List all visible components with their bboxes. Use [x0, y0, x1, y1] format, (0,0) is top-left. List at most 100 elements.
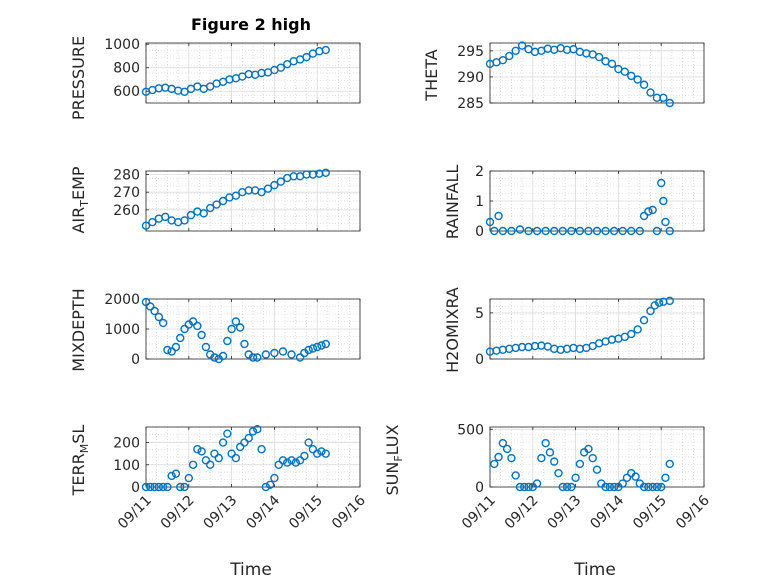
data-point — [661, 473, 670, 482]
data-point — [639, 482, 649, 492]
data-point — [511, 46, 520, 56]
ylabel-air-temp-sub: T — [78, 200, 91, 208]
data-point — [665, 296, 674, 306]
data-point — [592, 226, 602, 236]
data-point — [639, 211, 649, 221]
data-point — [295, 353, 305, 362]
data-point — [537, 453, 546, 463]
data-point — [627, 329, 636, 339]
axis-box — [145, 42, 361, 104]
data-point — [304, 438, 313, 447]
data-point — [150, 482, 159, 492]
y-tick-label: 280 — [113, 168, 140, 184]
y-tick-label: 2000 — [104, 292, 140, 308]
data-point — [248, 353, 258, 362]
data-point — [321, 339, 330, 349]
data-point — [635, 226, 644, 236]
data-point — [180, 216, 189, 225]
data-point — [584, 226, 593, 236]
ylabel-sun-main: SUN — [383, 462, 402, 496]
data-point — [532, 226, 542, 236]
data-point — [308, 445, 318, 454]
y-tick-label: 500 — [457, 422, 484, 438]
ylabel-terr-msl: TERRMSL — [69, 425, 91, 497]
data-point — [253, 425, 262, 434]
data-point — [231, 191, 241, 200]
x-tick-label: 09/12 — [158, 493, 198, 533]
data-point — [270, 348, 279, 358]
axis-box — [489, 298, 705, 360]
data-point — [541, 226, 550, 236]
data-point — [274, 460, 283, 469]
y-tick-label: 0 — [131, 480, 140, 496]
data-point — [588, 453, 597, 463]
data-point — [184, 473, 194, 483]
data-point — [278, 347, 288, 356]
data-point — [313, 342, 322, 352]
y-tick-label: 0 — [475, 480, 484, 496]
data-point — [193, 445, 202, 454]
data-point — [609, 482, 619, 492]
data-point — [631, 472, 640, 481]
data-point — [515, 225, 525, 234]
data-point — [609, 226, 619, 236]
data-point — [141, 297, 151, 307]
data-point — [212, 200, 221, 209]
data-point — [235, 442, 245, 452]
data-point — [321, 45, 330, 55]
data-point — [257, 187, 266, 197]
panel-0: 600 800 1000 — [104, 37, 361, 104]
data-point — [223, 429, 232, 438]
data-point — [276, 177, 286, 186]
data-point — [317, 341, 326, 350]
x-tick-label: 09/11 — [459, 493, 499, 533]
data-point — [532, 479, 542, 488]
data-point — [550, 457, 559, 466]
data-point — [227, 324, 236, 334]
axis-box — [489, 426, 705, 488]
data-point — [167, 347, 176, 356]
ylabel-mixdepth: MIXDEPTH — [69, 288, 88, 371]
x-tick-label: 09/12 — [502, 493, 542, 533]
data-point — [524, 482, 533, 492]
data-point — [167, 471, 176, 481]
x-tick-label: 09/14 — [587, 492, 627, 532]
x-tick-label: 09/14 — [243, 492, 283, 532]
ylabel-sun-tail: LUX — [383, 424, 402, 455]
y-tick-label: 295 — [457, 44, 484, 60]
data-point — [498, 56, 508, 65]
data-point — [511, 471, 520, 480]
data-point — [515, 482, 525, 492]
data-point — [558, 226, 567, 236]
data-point — [627, 226, 636, 236]
data-point — [240, 438, 249, 447]
data-point — [520, 482, 529, 492]
data-point — [498, 438, 508, 448]
data-point — [550, 226, 559, 236]
data-point — [618, 226, 627, 236]
data-point — [214, 453, 223, 463]
data-point — [197, 330, 206, 340]
data-point — [223, 336, 232, 346]
data-point — [646, 306, 655, 316]
data-point — [622, 473, 632, 482]
y-tick-label: 100 — [113, 458, 140, 474]
data-point — [244, 433, 253, 443]
data-point — [618, 479, 627, 488]
y-tick-label: 270 — [113, 185, 140, 201]
data-point — [154, 312, 164, 322]
data-point — [261, 350, 271, 359]
data-point — [665, 226, 674, 236]
data-point — [545, 448, 555, 457]
data-point — [283, 458, 292, 467]
data-point — [652, 482, 662, 492]
data-point — [494, 452, 503, 462]
data-point — [665, 459, 674, 469]
xlabel-time-right: Time — [573, 560, 616, 580]
data-point — [248, 427, 258, 436]
data-point — [541, 438, 550, 448]
y-tick-label: 260 — [113, 203, 140, 219]
ylabel-terr-main: TERR — [69, 453, 88, 496]
